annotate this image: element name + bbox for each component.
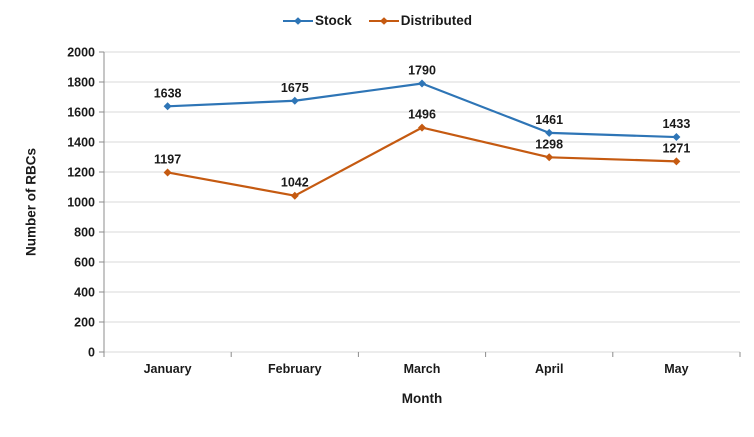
svg-text:1042: 1042 xyxy=(281,176,309,190)
svg-text:2000: 2000 xyxy=(67,46,95,60)
svg-text:1496: 1496 xyxy=(408,108,436,122)
svg-text:1800: 1800 xyxy=(67,76,95,90)
svg-text:1271: 1271 xyxy=(662,141,690,155)
svg-text:200: 200 xyxy=(74,316,95,330)
svg-text:0: 0 xyxy=(88,346,95,360)
svg-text:600: 600 xyxy=(74,256,95,270)
svg-text:400: 400 xyxy=(74,286,95,300)
legend-item-distributed: Distributed xyxy=(368,13,472,28)
svg-text:1600: 1600 xyxy=(67,106,95,120)
svg-text:March: March xyxy=(404,362,441,376)
svg-text:1200: 1200 xyxy=(67,166,95,180)
svg-text:January: January xyxy=(144,362,192,376)
svg-text:1000: 1000 xyxy=(67,196,95,210)
svg-text:April: April xyxy=(535,362,563,376)
svg-text:800: 800 xyxy=(74,226,95,240)
svg-text:1197: 1197 xyxy=(154,152,181,166)
x-axis-title: Month xyxy=(401,391,443,406)
legend-label: Distributed xyxy=(400,13,473,28)
svg-text:May: May xyxy=(664,362,688,376)
svg-text:1400: 1400 xyxy=(67,136,95,150)
legend-label: Stock xyxy=(314,13,352,28)
svg-text:1638: 1638 xyxy=(154,86,182,100)
chart-legend: Stock Distributed xyxy=(0,13,754,28)
svg-text:1461: 1461 xyxy=(535,113,563,127)
legend-line-marker-swatch xyxy=(282,15,314,27)
legend-item-stock: Stock xyxy=(282,13,352,28)
legend-line-marker-swatch xyxy=(368,15,400,27)
svg-text:February: February xyxy=(268,362,322,376)
svg-text:1675: 1675 xyxy=(281,81,309,95)
svg-text:1298: 1298 xyxy=(535,137,563,151)
svg-text:1790: 1790 xyxy=(408,64,436,78)
svg-text:1433: 1433 xyxy=(662,117,690,131)
